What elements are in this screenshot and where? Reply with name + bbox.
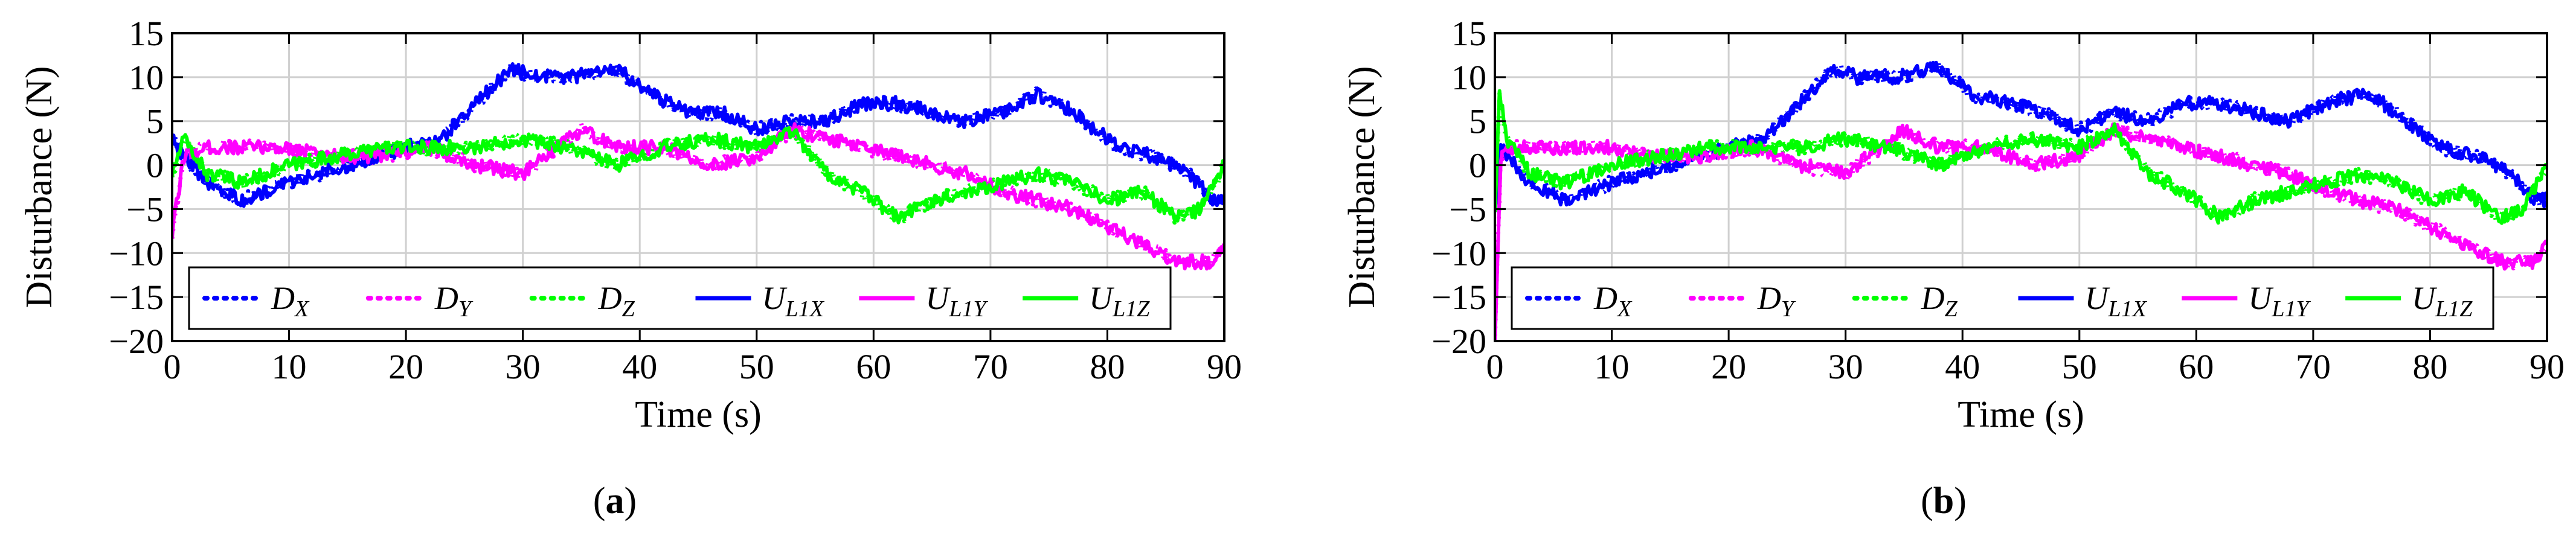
y-tick-label: 15 xyxy=(129,14,164,53)
y-tick-label: −10 xyxy=(1431,234,1486,273)
legend-label-d-y: DY xyxy=(434,280,474,322)
legend-label-u-l1y: UL1Y xyxy=(925,280,988,322)
y-tick-label: −5 xyxy=(126,190,164,229)
series-group xyxy=(172,59,1224,271)
legend: DX DY DZ UL1X UL1Y UL1Z xyxy=(188,266,1172,330)
legend-box xyxy=(1511,266,2494,330)
y-tick-label: 10 xyxy=(129,58,164,97)
chart-panel-b: 0 10 20 30 40 50 60 70 80 90151050−5−10−15−20Time… xyxy=(1341,14,2565,521)
legend-box xyxy=(188,266,1172,330)
y-tick-label: 15 xyxy=(1451,14,1486,53)
x-tick-label: 70 xyxy=(2296,347,2331,386)
legend-label-u-l1x: UL1X xyxy=(762,280,825,322)
x-axis-title: Time (s) xyxy=(1958,394,2084,435)
panel-label: (b) xyxy=(1921,480,1967,521)
y-axis-title: Disturbance (N) xyxy=(19,66,60,308)
legend-label-u-l1x: UL1X xyxy=(2085,280,2148,322)
chart-panel-a: 0 10 20 30 40 50 60 70 80 90151050−5−10−15−20Time… xyxy=(19,14,1242,521)
x-tick-label: 20 xyxy=(388,347,423,386)
y-tick-label: −10 xyxy=(109,234,164,273)
x-tick-label: 0 xyxy=(164,347,181,386)
x-tick-label: 20 xyxy=(1711,347,1746,386)
panel-label: (a) xyxy=(593,480,637,521)
x-tick-label: 90 xyxy=(1207,347,1242,386)
x-tick-label: 60 xyxy=(856,347,891,386)
series-line-u-l1y xyxy=(172,122,1224,271)
legend: DX DY DZ UL1X UL1Y UL1Z xyxy=(1511,266,2494,330)
y-axis-title: Disturbance (N) xyxy=(1341,66,1383,308)
x-tick-label: 30 xyxy=(1828,347,1863,386)
legend-label-u-l1z: UL1Z xyxy=(2412,280,2473,322)
x-tick-label: 60 xyxy=(2179,347,2214,386)
series-line-u-l1x xyxy=(1495,60,2547,212)
x-tick-label: 90 xyxy=(2529,347,2565,386)
y-tick-label: −20 xyxy=(109,322,164,361)
legend-label-d-z: DZ xyxy=(598,280,635,322)
y-tick-label: −20 xyxy=(1431,322,1486,361)
x-tick-label: 80 xyxy=(2412,347,2447,386)
legend-label-d-x: DX xyxy=(271,280,310,322)
y-tick-label: −15 xyxy=(1431,278,1486,317)
series-group xyxy=(1495,60,2547,341)
legend-label-d-y: DY xyxy=(1757,280,1796,322)
series-line-u-l1z xyxy=(1495,89,2547,225)
y-tick-label: 5 xyxy=(1469,102,1486,141)
y-tick-label: −15 xyxy=(109,278,164,317)
x-tick-label: 0 xyxy=(1486,347,1504,386)
x-tick-label: 50 xyxy=(739,347,774,386)
x-tick-label: 10 xyxy=(1595,347,1630,386)
x-tick-label: 70 xyxy=(973,347,1008,386)
x-tick-label: 10 xyxy=(272,347,307,386)
legend-label-d-z: DZ xyxy=(1921,280,1958,322)
x-axis-title: Time (s) xyxy=(635,394,762,435)
x-tick-label: 40 xyxy=(1945,347,1980,386)
axes-frame xyxy=(1494,32,2548,342)
legend-label-d-x: DX xyxy=(1593,280,1633,322)
legend-label-u-l1z: UL1Z xyxy=(1089,280,1150,322)
x-tick-label: 40 xyxy=(622,347,657,386)
y-tick-label: −5 xyxy=(1449,190,1486,229)
axes-frame xyxy=(171,32,1225,342)
y-tick-label: 0 xyxy=(146,146,164,185)
y-tick-label: 5 xyxy=(146,102,164,141)
x-tick-label: 80 xyxy=(1090,347,1125,386)
x-tick-label: 30 xyxy=(506,347,541,386)
series-line-u-l1x xyxy=(172,62,1224,208)
legend-label-u-l1y: UL1Y xyxy=(2248,280,2311,322)
series-line-u-l1z xyxy=(172,126,1224,225)
x-tick-label: 50 xyxy=(2062,347,2097,386)
y-tick-label: 0 xyxy=(1469,146,1486,185)
y-tick-label: 10 xyxy=(1451,58,1486,97)
